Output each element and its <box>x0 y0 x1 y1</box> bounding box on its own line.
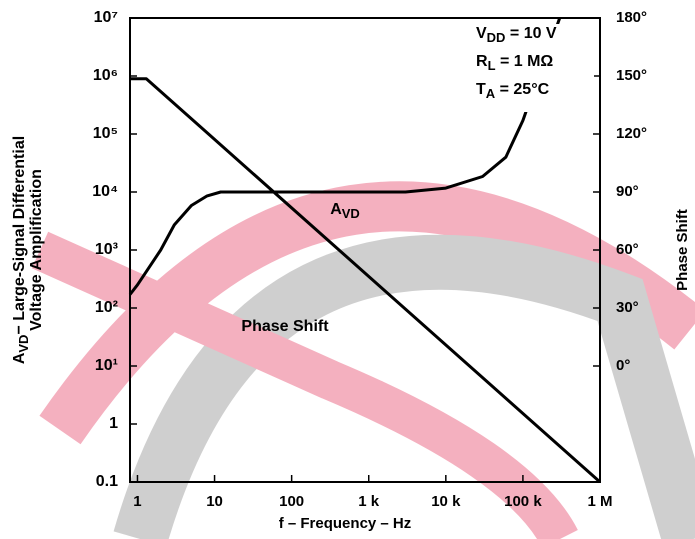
y-tick-label: 10⁴ <box>92 183 118 200</box>
text-part: = 1 MΩ <box>496 53 554 70</box>
text-part: L <box>488 58 496 73</box>
text-part: T <box>476 81 486 98</box>
x-tick-label: 1 <box>133 493 141 510</box>
x-tick-label: 10 <box>206 493 223 510</box>
y-tick-label: 10³ <box>95 241 118 258</box>
text-part: DD <box>487 30 506 45</box>
text-part: A <box>330 201 342 218</box>
y2-tick-label: 30° <box>616 299 639 316</box>
x-tick-label: 1 k <box>358 493 380 510</box>
watermark-arc <box>113 234 695 539</box>
x-tick-label: 100 <box>279 493 304 510</box>
x-tick-label: 100 k <box>504 493 542 510</box>
y-axis-label: AVD− Large-Signal Differential <box>11 136 31 364</box>
text-part: VD <box>342 206 360 221</box>
text-part: VD <box>16 335 31 353</box>
watermark-arc <box>39 181 695 445</box>
x-tick-label: 1 M <box>587 493 612 510</box>
condition: RL = 1 MΩ <box>476 53 553 73</box>
y2-tick-label: 60° <box>616 241 639 258</box>
text-part: A <box>11 352 28 364</box>
text-part: = 25°C <box>495 81 549 98</box>
x-tick-label: 10 k <box>431 493 461 510</box>
text-part: V <box>476 25 487 42</box>
series-line <box>130 77 601 484</box>
y-tick-label: 10⁵ <box>93 125 118 142</box>
conditions-box <box>470 24 594 112</box>
condition: VDD = 10 V <box>476 25 557 45</box>
watermark-arc <box>31 231 578 539</box>
annotation: AVD <box>330 201 360 221</box>
annotation: Phase Shift <box>241 318 329 335</box>
text-part: A <box>486 86 496 101</box>
y-tick-label: 10² <box>95 299 118 316</box>
watermark <box>31 181 695 539</box>
y-tick-label: 10⁷ <box>94 9 118 26</box>
text-part: R <box>476 53 488 70</box>
y2-tick-label: 0° <box>616 357 630 374</box>
y-tick-label: 0.1 <box>96 473 118 490</box>
y2-tick-label: 120° <box>616 125 647 142</box>
y2-tick-label: 180° <box>616 9 647 26</box>
text-part: − Large-Signal Differential <box>11 136 28 335</box>
y2-axis-label: Phase Shift <box>674 209 691 291</box>
text-part: Phase Shift <box>241 318 329 335</box>
y-tick-label: 10⁶ <box>93 67 118 84</box>
condition: TA = 25°C <box>476 81 550 101</box>
text-part: Voltage Amplification <box>28 169 45 331</box>
text-part: = 10 V <box>505 25 556 42</box>
x-axis-label: f – Frequency – Hz <box>279 515 412 532</box>
y2-tick-label: 150° <box>616 67 647 84</box>
y-tick-label: 1 <box>109 415 118 432</box>
y-tick-label: 10¹ <box>95 357 118 374</box>
y2-tick-label: 90° <box>616 183 639 200</box>
y-axis-label: Voltage Amplification <box>28 169 45 331</box>
